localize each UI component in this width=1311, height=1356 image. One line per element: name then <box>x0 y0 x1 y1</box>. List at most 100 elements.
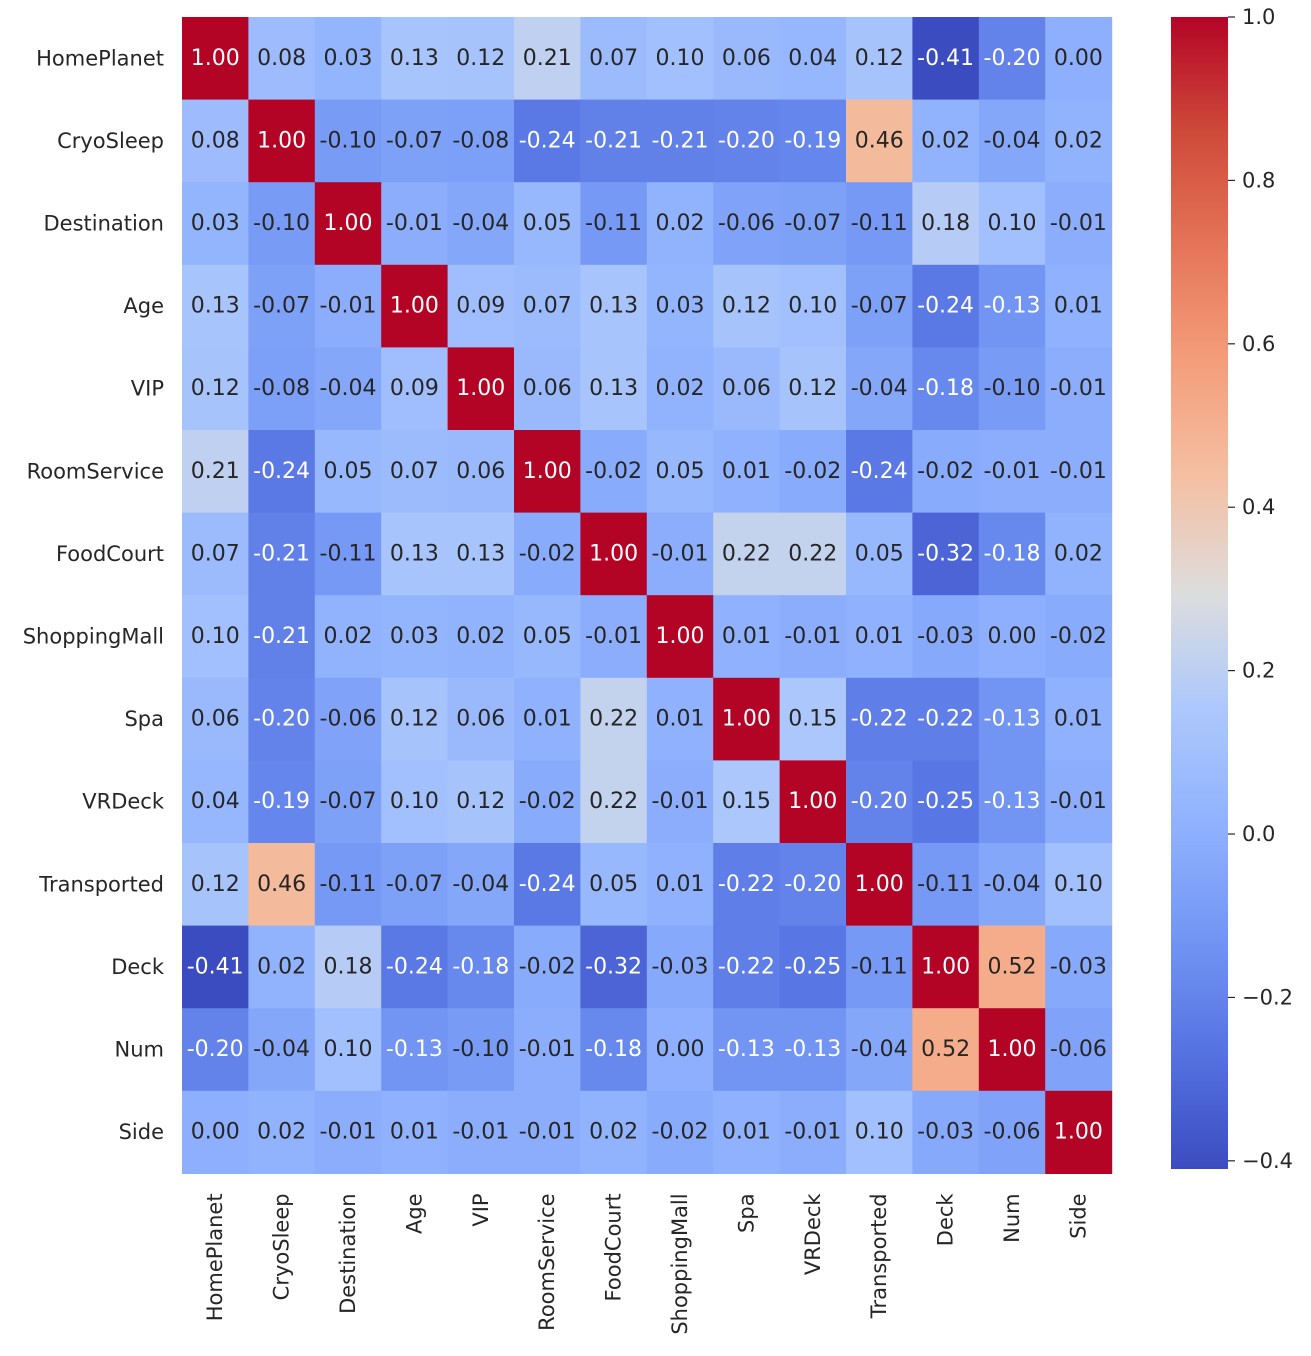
cell-value-label: -0.24 <box>917 294 974 319</box>
cell-vrdeck-age <box>381 760 449 844</box>
cell-vrdeck-transported <box>846 760 913 844</box>
cell-value-label: 0.09 <box>390 376 439 401</box>
cell-value-label: 0.02 <box>656 211 705 236</box>
cell-value-label: 0.00 <box>191 1120 240 1145</box>
cell-value-label: -0.20 <box>253 707 310 732</box>
cell-value-label: 0.02 <box>656 376 705 401</box>
cell-foodcourt-cryosleep <box>248 512 316 596</box>
cell-value-label: 0.10 <box>656 46 705 71</box>
cell-value-label: 1.00 <box>722 707 771 732</box>
colorbar-tick-label: 0.2 <box>1242 659 1275 683</box>
cell-age-vrdeck <box>779 264 847 348</box>
cell-shoppingmall-transported <box>846 595 913 679</box>
cell-value-label: 0.13 <box>456 541 505 566</box>
cell-num-vrdeck <box>779 1008 847 1092</box>
cell-age-foodcourt <box>580 264 648 348</box>
cell-cryosleep-foodcourt <box>580 99 648 183</box>
cell-value-label: -0.41 <box>187 954 244 979</box>
cell-age-num <box>978 264 1046 348</box>
cell-value-label: -0.04 <box>851 376 908 401</box>
cell-transported-transported <box>846 843 913 927</box>
cell-value-label: -0.01 <box>984 459 1041 484</box>
cell-value-label: -0.02 <box>1050 624 1107 649</box>
cell-homeplanet-spa <box>713 17 781 101</box>
cell-value-label: 0.02 <box>1054 541 1103 566</box>
cell-age-roomservice <box>514 264 581 348</box>
cell-deck-num <box>978 925 1046 1009</box>
cell-vip-side <box>1045 347 1113 431</box>
colorbar-tick-label: 0.8 <box>1242 168 1275 192</box>
cell-value-label: 0.07 <box>191 541 240 566</box>
cell-value-label: 1.00 <box>324 211 373 236</box>
cell-foodcourt-side <box>1045 512 1113 596</box>
row-label-roomservice: RoomService <box>27 459 164 483</box>
cell-value-label: 0.02 <box>456 624 505 649</box>
cell-transported-roomservice <box>514 843 581 927</box>
cell-value-label: -0.07 <box>851 294 908 319</box>
cell-vip-transported <box>846 347 913 431</box>
cell-value-label: 1.00 <box>921 954 970 979</box>
cell-value-label: -0.24 <box>253 459 310 484</box>
cell-value-label: 0.18 <box>921 211 970 236</box>
cell-value-label: -0.03 <box>917 1120 974 1145</box>
cell-value-label: 1.00 <box>456 376 505 401</box>
cell-homeplanet-destination <box>314 17 382 101</box>
cell-value-label: 1.00 <box>191 46 240 71</box>
cell-value-label: 0.01 <box>523 707 572 732</box>
cell-value-label: -0.04 <box>320 376 377 401</box>
cell-num-side <box>1045 1008 1113 1092</box>
cell-destination-spa <box>713 182 781 266</box>
cell-value-label: 0.12 <box>788 376 837 401</box>
cell-vrdeck-homeplanet <box>182 760 249 844</box>
cell-deck-spa <box>713 925 781 1009</box>
cell-value-label: 0.03 <box>390 624 439 649</box>
cell-value-label: 0.06 <box>191 707 240 732</box>
cell-value-label: 0.03 <box>191 211 240 236</box>
cell-value-label: 0.01 <box>722 1120 771 1145</box>
cell-vip-cryosleep <box>248 347 316 431</box>
cell-value-label: 0.06 <box>722 46 771 71</box>
cell-homeplanet-roomservice <box>514 17 581 101</box>
cell-side-spa <box>713 1090 781 1174</box>
cell-value-label: 0.10 <box>191 624 240 649</box>
cell-side-cryosleep <box>248 1090 316 1174</box>
cell-value-label: -0.24 <box>851 459 908 484</box>
cell-value-label: -0.19 <box>253 789 310 814</box>
cell-vrdeck-vrdeck <box>779 760 847 844</box>
cell-vrdeck-foodcourt <box>580 760 648 844</box>
cell-homeplanet-num <box>978 17 1046 101</box>
column-label-age: Age <box>402 1193 426 1234</box>
cell-value-label: 0.01 <box>1054 707 1103 732</box>
cell-side-transported <box>846 1090 913 1174</box>
cell-value-label: -0.20 <box>718 128 775 153</box>
cell-homeplanet-foodcourt <box>580 17 648 101</box>
cell-value-label: -0.20 <box>984 46 1041 71</box>
colorbar-gradient <box>1171 17 1228 1169</box>
cell-value-label: -0.07 <box>784 211 841 236</box>
cell-shoppingmall-destination <box>314 595 382 679</box>
column-label-side: Side <box>1066 1193 1090 1238</box>
cell-value-label: -0.06 <box>718 211 775 236</box>
cell-homeplanet-transported <box>846 17 913 101</box>
cell-cryosleep-deck <box>912 99 980 183</box>
row-label-cryosleep: CryoSleep <box>57 129 164 153</box>
cell-value-label: 0.22 <box>589 707 638 732</box>
cell-value-label: -0.11 <box>320 541 377 566</box>
cell-value-label: -0.20 <box>187 1037 244 1062</box>
cell-value-label: 0.01 <box>656 707 705 732</box>
cell-value-label: 0.03 <box>324 46 373 71</box>
cell-spa-destination <box>314 677 382 761</box>
cell-value-label: 0.02 <box>257 954 306 979</box>
cell-value-label: -0.04 <box>253 1037 310 1062</box>
cell-spa-homeplanet <box>182 677 249 761</box>
cell-value-label: 0.46 <box>855 128 904 153</box>
cell-roomservice-roomservice <box>514 430 581 514</box>
cell-value-label: -0.03 <box>917 624 974 649</box>
cell-value-label: 0.10 <box>855 1120 904 1145</box>
cell-value-label: -0.13 <box>984 789 1041 814</box>
cell-age-homeplanet <box>182 264 249 348</box>
cell-value-label: 0.04 <box>788 46 837 71</box>
cell-roomservice-vip <box>447 430 515 514</box>
row-label-homeplanet: HomePlanet <box>36 46 164 70</box>
cell-shoppingmall-cryosleep <box>248 595 316 679</box>
